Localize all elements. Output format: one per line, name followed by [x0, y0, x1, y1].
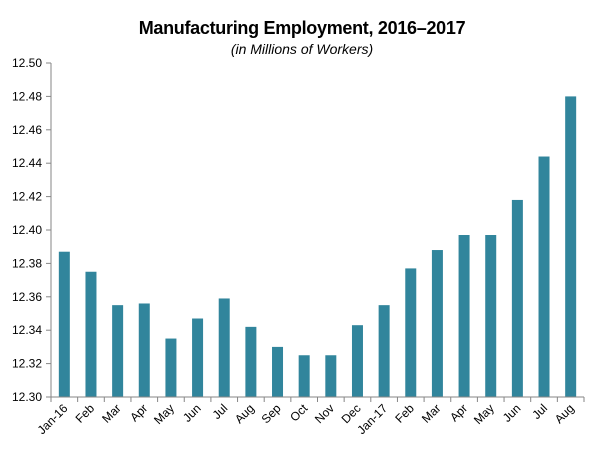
y-tick-label: 12.38 [12, 256, 42, 270]
x-tick-label: May [471, 401, 497, 427]
bar [485, 235, 497, 397]
x-tick-label: May [151, 401, 177, 427]
x-tick-label: Feb [392, 401, 417, 426]
x-tick-label: Oct [287, 401, 311, 425]
bar [565, 96, 577, 398]
bar [245, 326, 257, 397]
y-tick-label: 12.48 [12, 89, 42, 103]
x-tick-label: Aug [232, 401, 257, 426]
bar [511, 199, 523, 397]
bar [85, 271, 97, 397]
y-tick-label: 12.36 [12, 290, 42, 304]
y-tick-label: 12.32 [12, 357, 42, 371]
x-tick-label: Jul [529, 401, 550, 422]
x-tick-label: Nov [312, 401, 337, 426]
chart-title: Manufacturing Employment, 2016–2017 [138, 18, 466, 38]
y-tick-label: 12.42 [12, 190, 42, 204]
x-tick-label: Jun [180, 401, 204, 425]
bar [458, 235, 470, 397]
y-tick-label: 12.44 [12, 156, 42, 170]
y-tick-label: 12.34 [12, 323, 42, 337]
x-tick-label: Jan-17 [354, 401, 390, 437]
x-tick-label: Apr [447, 401, 470, 424]
x-tick-label: Feb [73, 401, 98, 426]
x-tick-label: Jan-16 [35, 401, 71, 437]
bar [165, 338, 177, 397]
x-tick-label: Apr [127, 401, 150, 424]
x-tick-label: Jun [500, 401, 524, 425]
x-tick-label: Mar [99, 401, 124, 426]
y-tick-label: 12.50 [12, 56, 42, 70]
bar [138, 303, 150, 397]
x-tick-label: Sep [259, 401, 284, 426]
y-tick-label: 12.40 [12, 223, 42, 237]
x-tick-label: Aug [552, 401, 577, 426]
bar [272, 346, 284, 397]
bar [431, 250, 443, 397]
bar [378, 305, 390, 397]
bar [351, 325, 363, 397]
y-tick-label: 12.30 [12, 390, 42, 404]
x-tick-label: Jul [210, 401, 231, 422]
x-tick-label: Mar [419, 401, 444, 426]
y-tick-label: 12.46 [12, 123, 42, 137]
bar [298, 355, 310, 397]
bar [112, 305, 124, 397]
bar [58, 251, 70, 397]
bar [538, 156, 550, 397]
bar [325, 355, 337, 397]
chart-subtitle: (in Millions of Workers) [230, 41, 374, 57]
bar [192, 318, 204, 397]
bar [218, 298, 230, 397]
bar [405, 268, 417, 397]
